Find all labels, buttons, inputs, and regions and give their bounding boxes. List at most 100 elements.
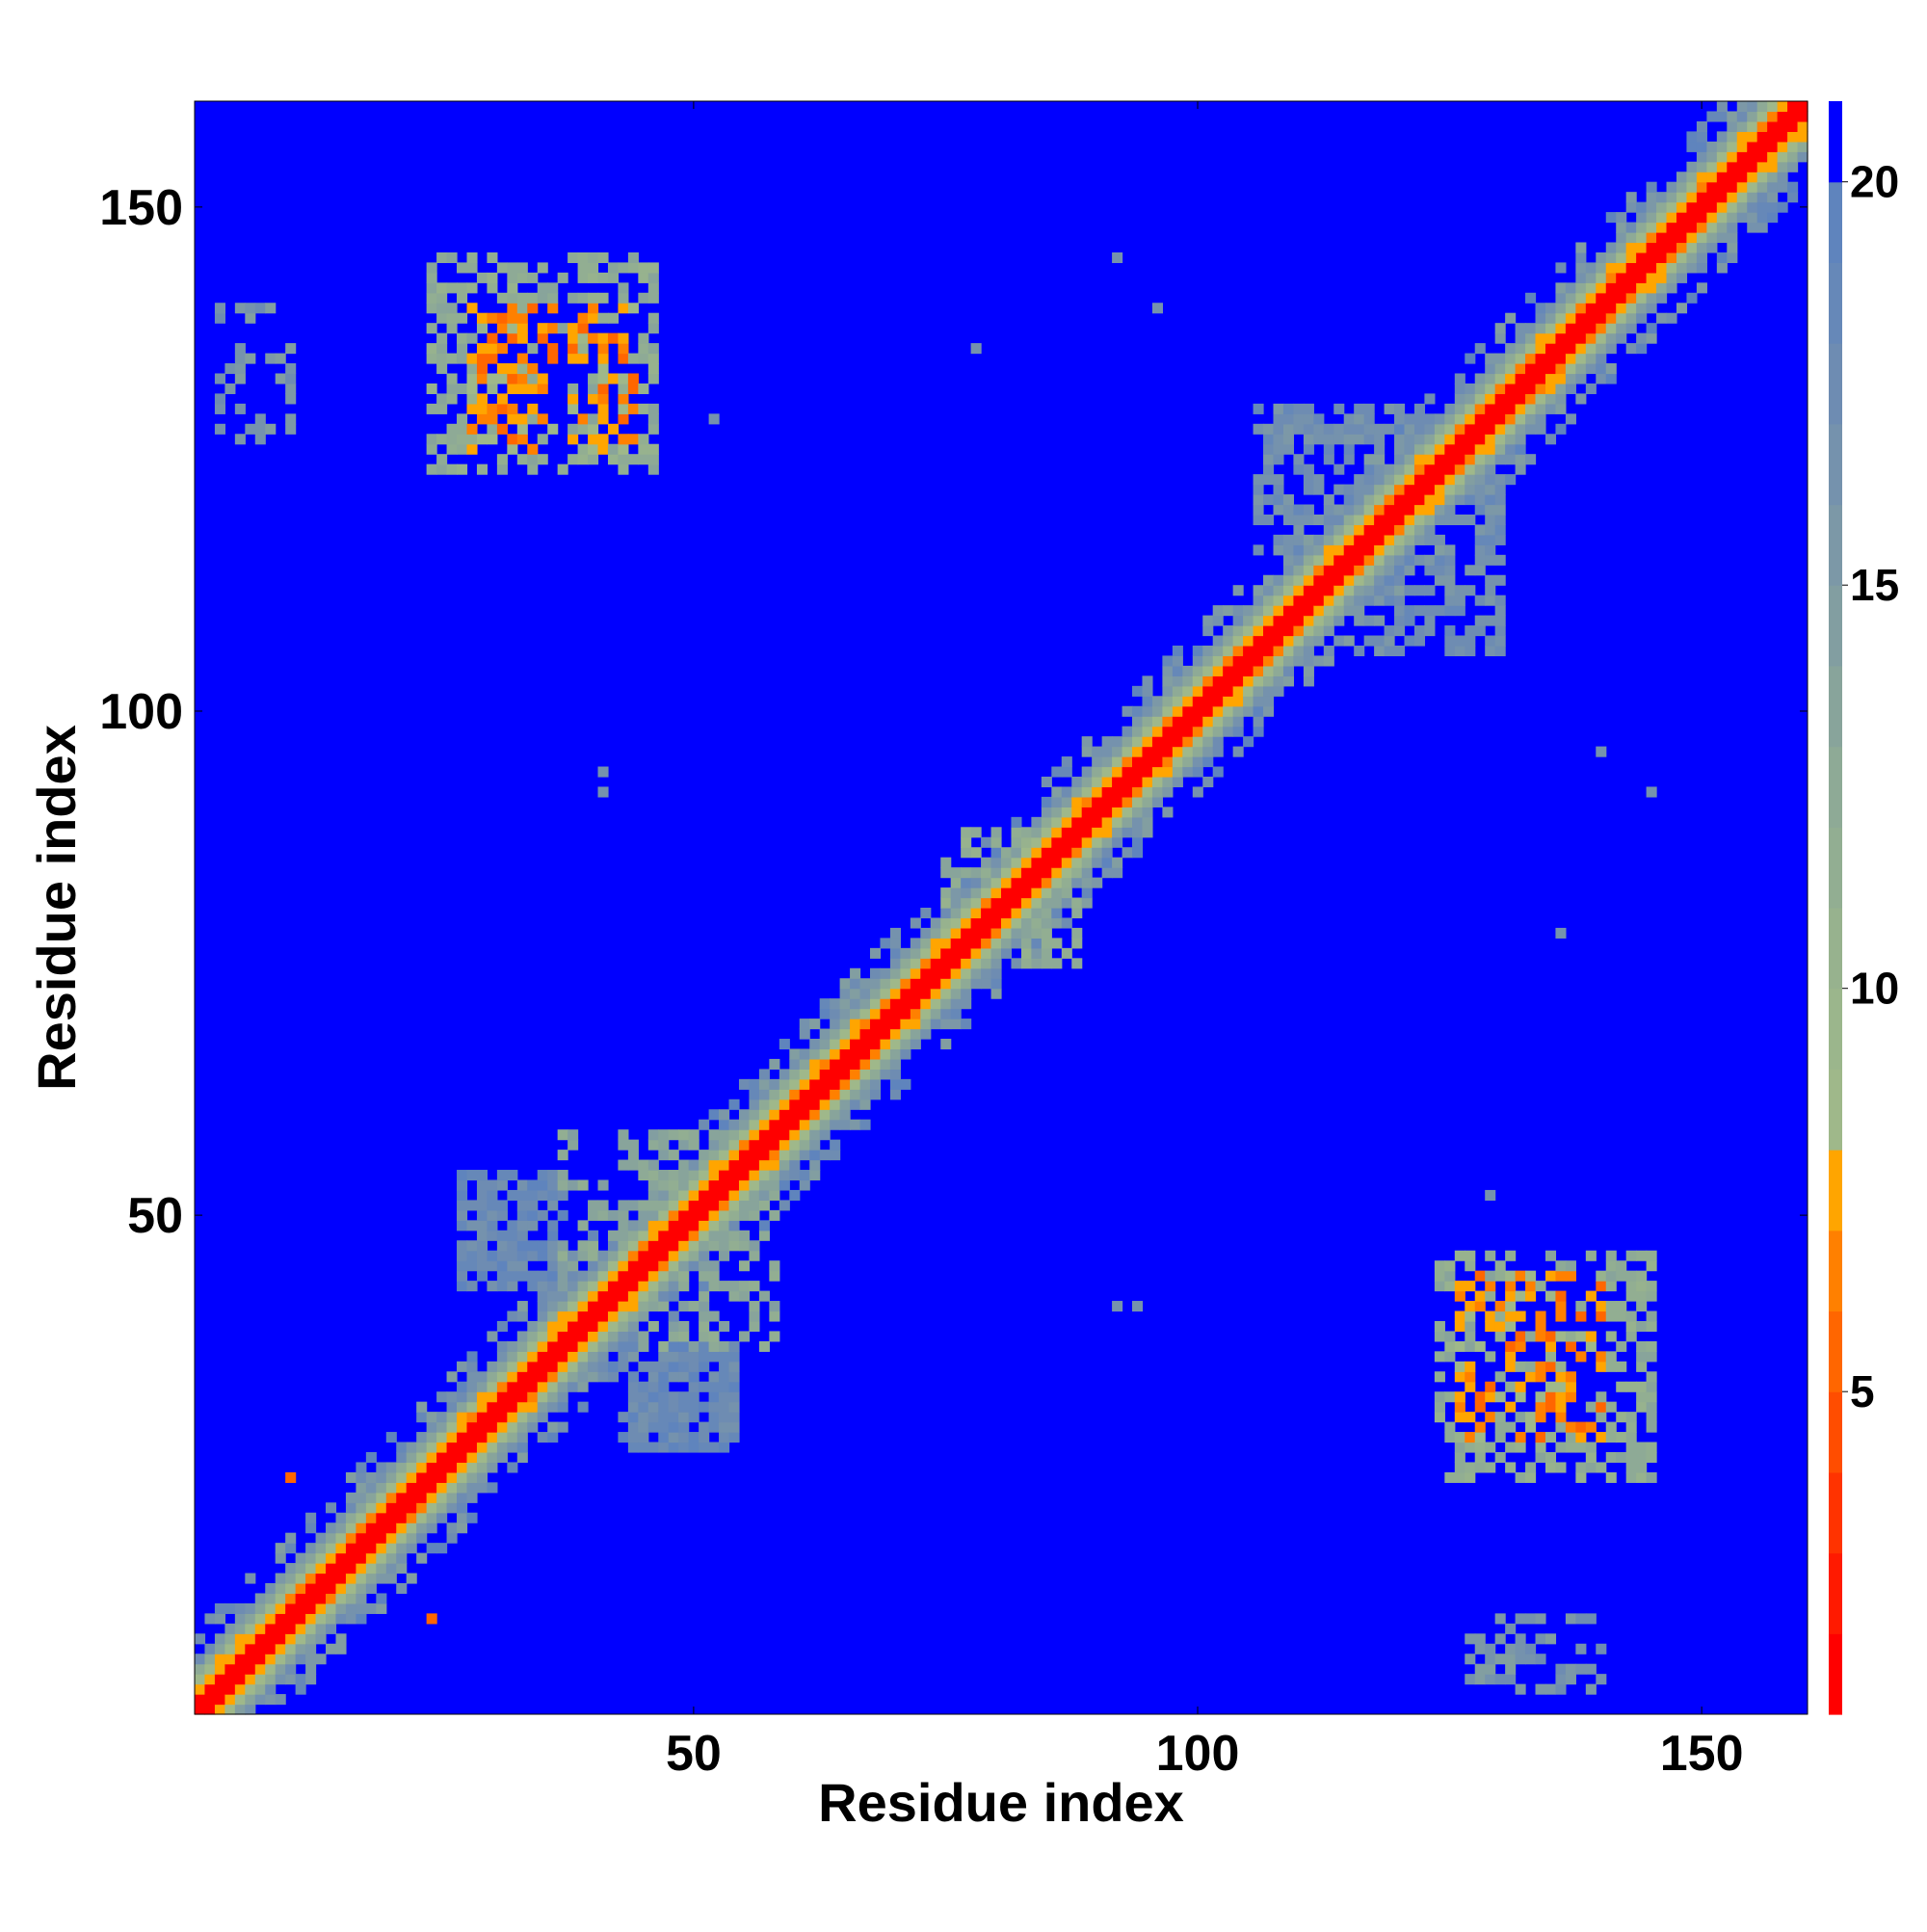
heatmap-cell xyxy=(1465,353,1476,364)
heatmap-cell xyxy=(1535,403,1546,414)
heatmap-cell xyxy=(1605,242,1617,253)
heatmap-cell xyxy=(476,413,488,425)
heatmap-cell xyxy=(1494,363,1506,375)
heatmap-cell xyxy=(1585,1250,1597,1261)
heatmap-cell xyxy=(728,1371,740,1383)
heatmap-cell xyxy=(1505,1421,1517,1433)
heatmap-cell xyxy=(699,1320,710,1333)
heatmap-cell xyxy=(1596,1270,1607,1282)
heatmap-cell xyxy=(1101,807,1113,818)
heatmap-cell xyxy=(466,282,478,294)
heatmap-cell xyxy=(769,1331,780,1342)
heatmap-cell xyxy=(1092,786,1103,798)
heatmap-cell xyxy=(476,1189,488,1202)
heatmap-cell xyxy=(568,1371,579,1383)
heatmap-cell xyxy=(1494,484,1506,495)
heatmap-cell xyxy=(618,1301,629,1312)
heatmap-cell xyxy=(1454,1391,1465,1403)
heatmap-cell xyxy=(1303,544,1314,556)
heatmap-cell xyxy=(1424,463,1436,475)
heatmap-cell xyxy=(1162,756,1174,768)
heatmap-cell xyxy=(1474,1340,1486,1352)
heatmap-cell xyxy=(1636,1270,1648,1282)
heatmap-cell xyxy=(305,1643,317,1654)
heatmap-cell xyxy=(1223,655,1234,667)
heatmap-cell xyxy=(597,1290,609,1302)
heatmap-cell xyxy=(1263,685,1275,697)
heatmap-cell xyxy=(254,413,266,425)
heatmap-cell xyxy=(254,1694,266,1706)
heatmap-cell xyxy=(597,1301,609,1312)
heatmap-cell xyxy=(416,1482,428,1494)
heatmap-cell xyxy=(850,1048,861,1060)
heatmap-cell xyxy=(507,403,518,414)
heatmap-cell xyxy=(1363,565,1375,576)
heatmap-cell xyxy=(1081,776,1093,788)
heatmap-cell xyxy=(1354,504,1365,516)
heatmap-cell xyxy=(1555,1371,1567,1383)
heatmap-cell xyxy=(1273,595,1284,606)
heatmap-cell xyxy=(1485,1290,1496,1302)
heatmap-cell xyxy=(799,1058,810,1070)
heatmap-cell xyxy=(496,1281,508,1292)
heatmap-cell xyxy=(516,332,528,344)
heatmap-cell xyxy=(1444,504,1456,516)
heatmap-cell xyxy=(1666,181,1677,193)
heatmap-cell xyxy=(728,1150,740,1161)
heatmap-cell xyxy=(850,967,861,979)
heatmap-cell xyxy=(900,1028,911,1040)
heatmap-cell xyxy=(1020,938,1032,949)
heatmap-cell xyxy=(719,1432,730,1443)
heatmap-cell xyxy=(496,423,508,435)
heatmap-cell xyxy=(1212,615,1224,626)
heatmap-cell xyxy=(1747,120,1758,132)
heatmap-cell xyxy=(426,353,437,364)
heatmap-cell xyxy=(809,1089,821,1100)
heatmap-cell xyxy=(1575,262,1587,274)
heatmap-cell xyxy=(688,1159,700,1171)
heatmap-cell xyxy=(1596,746,1607,757)
heatmap-cell xyxy=(568,423,579,435)
heatmap-cell xyxy=(204,1654,216,1665)
heatmap-cell xyxy=(658,1381,670,1392)
heatmap-cell xyxy=(1666,232,1677,244)
heatmap-cell xyxy=(254,1593,266,1604)
heatmap-cell xyxy=(830,998,841,1010)
heatmap-cell xyxy=(588,1301,599,1312)
heatmap-cell xyxy=(547,292,559,304)
heatmap-cell xyxy=(1515,1331,1526,1342)
heatmap-cell xyxy=(507,413,518,425)
heatmap-cell xyxy=(880,1058,891,1070)
heatmap-cell xyxy=(1465,1331,1476,1342)
heatmap-cell xyxy=(1081,736,1093,748)
heatmap-cell xyxy=(1544,373,1557,384)
heatmap-cell xyxy=(436,363,448,375)
heatmap-cell xyxy=(638,443,649,455)
heatmap-cell xyxy=(1696,222,1707,233)
heatmap-cell xyxy=(1051,766,1063,778)
heatmap-cell xyxy=(1031,917,1043,929)
heatmap-cell xyxy=(1374,434,1386,445)
heatmap-cell xyxy=(1716,222,1728,233)
heatmap-cell xyxy=(1162,776,1174,788)
heatmap-cell xyxy=(1253,504,1264,516)
heatmap-cell xyxy=(1293,514,1305,526)
heatmap-cell xyxy=(1625,323,1637,334)
heatmap-cell xyxy=(1092,857,1103,868)
heatmap-cell xyxy=(699,1290,710,1302)
heatmap-cell xyxy=(1031,847,1043,859)
heatmap-cell xyxy=(1343,565,1355,576)
heatmap-cell xyxy=(496,1451,508,1464)
heatmap-cell xyxy=(335,1602,347,1614)
heatmap-cell xyxy=(476,272,488,283)
heatmap-cell xyxy=(1454,1401,1465,1413)
heatmap-cell xyxy=(385,1532,397,1544)
heatmap-cell xyxy=(1716,212,1728,224)
heatmap-cell xyxy=(335,1573,347,1584)
heatmap-cell xyxy=(1544,1351,1557,1363)
heatmap-cell xyxy=(516,1301,528,1312)
heatmap-cell xyxy=(1747,201,1758,213)
heatmap-cell xyxy=(1434,514,1445,526)
heatmap-cell xyxy=(1625,1451,1637,1464)
heatmap-cell xyxy=(1384,534,1395,545)
